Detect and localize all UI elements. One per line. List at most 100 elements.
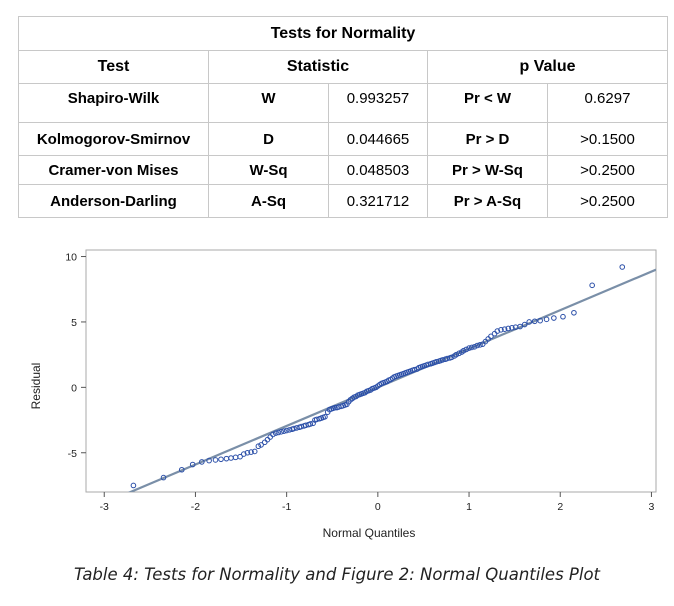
data-point	[258, 442, 264, 448]
data-point	[278, 429, 284, 435]
data-point	[488, 333, 494, 340]
x-tick-label: 1	[466, 501, 472, 513]
data-point	[571, 309, 577, 316]
data-point	[251, 448, 258, 455]
table-row: Kolmogorov-Smirnov D 0.044665 Pr > D >0.…	[18, 122, 668, 156]
header-test: Test	[18, 50, 209, 84]
data-point	[270, 431, 276, 438]
p-value: >0.1500	[547, 122, 668, 156]
data-point	[460, 347, 467, 354]
table-row: Anderson-Darling A-Sq 0.321712 Pr > A-Sq…	[18, 184, 668, 218]
test-name: Anderson-Darling	[18, 184, 209, 218]
data-point	[244, 449, 251, 456]
data-point	[332, 404, 338, 411]
figure-caption: Table 4: Tests for Normality and Figure …	[73, 565, 601, 584]
p-value: 0.6297	[547, 83, 668, 123]
data-point	[240, 451, 247, 457]
data-point	[521, 321, 528, 328]
data-point	[509, 325, 515, 331]
data-point	[291, 425, 297, 432]
x-tick-label: -2	[191, 501, 200, 513]
y-axis-label: Residual	[29, 363, 43, 410]
data-point	[463, 346, 470, 353]
table-title: Tests for Normality	[18, 16, 668, 51]
stat-name: D	[208, 122, 329, 156]
p-value: >0.2500	[547, 184, 668, 218]
x-axis-label: Normal Quantiles	[323, 526, 416, 540]
data-point	[477, 342, 483, 348]
data-point	[307, 421, 314, 427]
p-name: Pr > W-Sq	[427, 155, 548, 185]
data-point	[589, 282, 595, 289]
data-point	[264, 436, 271, 443]
data-point	[453, 351, 460, 358]
x-tick-label: -1	[282, 501, 291, 513]
data-point	[275, 429, 282, 436]
stat-name: W-Sq	[208, 155, 329, 185]
data-point	[223, 455, 230, 462]
y-tick-label: -5	[68, 448, 77, 460]
y-tick-label: 5	[71, 317, 77, 329]
data-point	[494, 328, 501, 334]
data-point	[474, 342, 481, 349]
data-point	[537, 317, 543, 324]
stat-value: 0.044665	[328, 122, 428, 156]
x-tick-label: -3	[100, 501, 109, 513]
data-point	[178, 466, 185, 473]
data-point	[543, 316, 550, 323]
normal-quantiles-plot: -3 -2 -1 0 1 2 3 -5 0 5 10 Normal Quantiles Residu…	[29, 249, 657, 540]
data-point	[228, 455, 234, 461]
data-point	[130, 482, 137, 489]
data-point	[505, 325, 512, 332]
data-point	[206, 457, 212, 464]
stat-value: 0.321712	[328, 184, 428, 218]
data-point	[411, 366, 418, 373]
x-tick-label: 3	[649, 501, 655, 513]
test-name: Shapiro-Wilk	[18, 83, 209, 123]
data-point	[448, 354, 455, 361]
p-name: Pr < W	[427, 83, 548, 123]
data-point	[160, 474, 167, 481]
data-point	[471, 344, 478, 350]
data-point	[456, 350, 462, 357]
data-point	[199, 459, 205, 465]
test-name: Cramer-von Mises	[18, 155, 209, 185]
data-point	[261, 439, 268, 446]
plot-area: -3 -2 -1 0 1 2 3 -5 0 5 10	[65, 249, 657, 513]
y-tick-label: 0	[71, 382, 77, 394]
x-tick-label: 2	[557, 501, 563, 513]
data-point	[531, 318, 538, 325]
data-point	[501, 326, 508, 332]
data-point	[526, 319, 533, 325]
data-point	[619, 264, 626, 270]
stat-value: 0.993257	[328, 83, 428, 123]
stat-value: 0.048503	[328, 155, 428, 185]
data-point	[491, 330, 498, 337]
data-point	[466, 345, 472, 351]
data-point	[272, 430, 279, 436]
p-name: Pr > A-Sq	[427, 184, 548, 218]
stat-name: W	[208, 83, 329, 123]
data-point	[189, 461, 196, 468]
data-point	[517, 323, 523, 330]
normality-tests-table: Tests for Normality Test Statistic p Val…	[18, 16, 668, 218]
data-point	[212, 457, 219, 463]
data-point	[560, 313, 566, 320]
data-point	[468, 344, 475, 351]
test-name: Kolmogorov-Smirnov	[18, 122, 209, 156]
p-name: Pr > D	[427, 122, 548, 156]
data-point	[255, 443, 262, 450]
data-point	[498, 326, 504, 333]
table-row: Cramer-von Mises W-Sq 0.048503 Pr > W-Sq…	[18, 155, 668, 185]
p-value: >0.2500	[547, 155, 668, 185]
data-point	[237, 453, 243, 460]
data-point	[322, 413, 328, 420]
stat-name: A-Sq	[208, 184, 329, 218]
data-point	[248, 449, 254, 455]
data-point	[218, 456, 224, 463]
y-tick-label: 10	[65, 252, 77, 264]
x-tick-label: 0	[375, 501, 381, 513]
header-pvalue: p Value	[427, 50, 668, 84]
data-point	[281, 428, 287, 434]
data-point	[232, 454, 239, 461]
